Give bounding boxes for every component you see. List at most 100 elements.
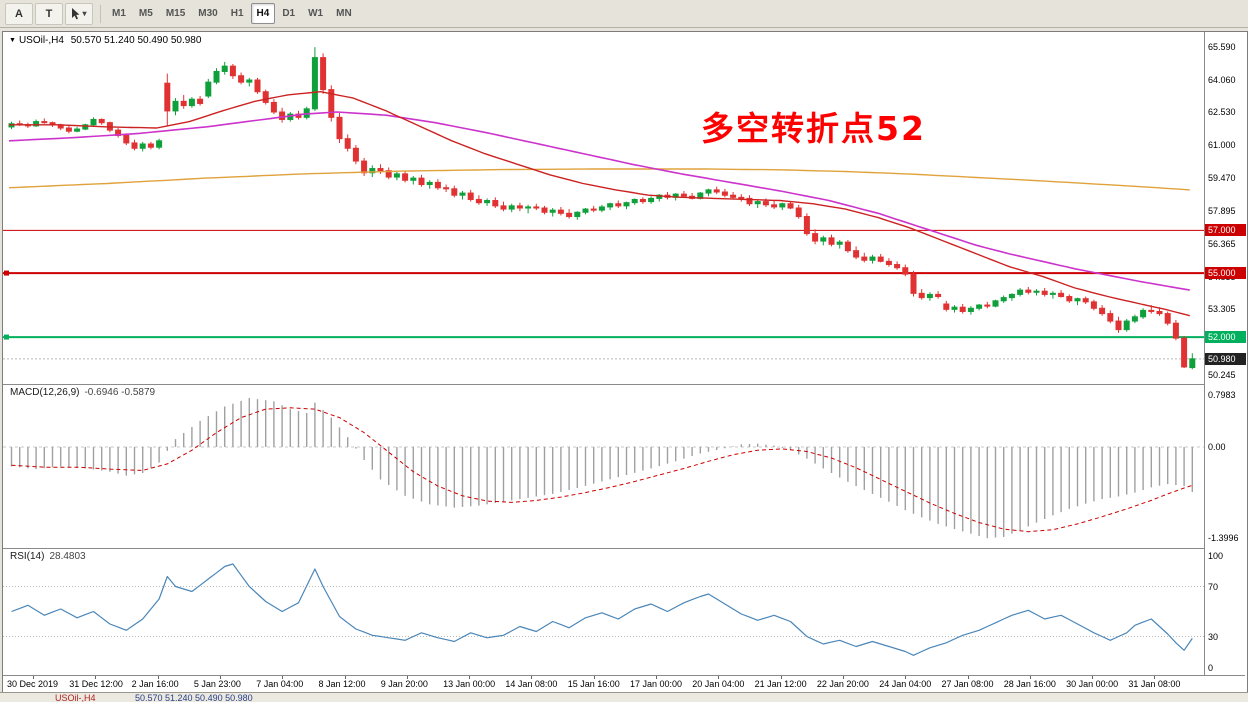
timeframe-button-m15[interactable]: M15 [165, 8, 186, 19]
macd-axis-label: -1.3996 [1208, 533, 1239, 544]
macd-chart-canvas[interactable] [3, 385, 1204, 548]
font-tool-button[interactable]: A [5, 2, 33, 25]
ma-fast-red [9, 91, 1190, 317]
time-axis-tick [95, 676, 97, 679]
time-axis-tick [780, 676, 782, 679]
timeframe-button-w1[interactable]: W1 [308, 8, 324, 19]
rsi-axis-label: 70 [1208, 581, 1219, 592]
price-axis-label: 50.245 [1208, 369, 1236, 380]
price-axis-label: 59.470 [1208, 172, 1236, 183]
time-axis[interactable]: 30 Dec 2019 31 Dec 12:00 2 Jan 16:00 5 Jan … [3, 675, 1245, 691]
hline-price-tag: 55.000 [1205, 267, 1246, 280]
price-axis-label: 53.305 [1208, 304, 1236, 315]
macd-signal-line [11, 407, 1193, 533]
time-axis-label: 13 Jan 00:00 [443, 679, 496, 689]
bottom-bar-clipped: USOil-,H4 50.570 51.240 50.490 50.980 [0, 692, 1248, 702]
price-chart-canvas[interactable] [3, 32, 1204, 384]
time-axis-label: 17 Jan 00:00 [630, 679, 683, 689]
rsi-axis-label: 100 [1208, 551, 1224, 561]
title-collapse-icon[interactable]: ▼ [9, 37, 16, 44]
price-pane[interactable]: ▼ USOil-,H4 50.570 51.240 50.490 50.980 多… [3, 32, 1204, 384]
time-axis-label: 28 Jan 16:00 [1003, 679, 1056, 689]
timeframe-button-h4[interactable]: H4 [250, 3, 276, 24]
rsi-label: RSI(14) 28.4803 [10, 551, 86, 562]
line-handle[interactable] [4, 334, 9, 340]
time-axis-tick [593, 676, 595, 679]
macd-axis-label: 0.7983 [1208, 389, 1236, 400]
symbol-period-label: USOil-,H4 [18, 35, 64, 46]
pointer-icon [71, 7, 80, 20]
time-axis-label: 14 Jan 08:00 [505, 679, 558, 689]
rsi-line [11, 563, 1193, 656]
chart-window: ▼ USOil-,H4 50.570 51.240 50.490 50.980 多… [2, 31, 1248, 693]
text-label-tool-button[interactable]: T [35, 2, 63, 25]
hline-price-tag: 52.000 [1205, 331, 1246, 344]
time-axis-tick [967, 676, 969, 679]
candlesticks [8, 47, 1196, 370]
time-axis-tick [344, 676, 346, 679]
time-axis-label: 30 Jan 00:00 [1066, 679, 1119, 689]
time-axis-tick [469, 676, 471, 679]
time-axis-tick [406, 676, 408, 679]
time-axis-label: 5 Jan 23:00 [193, 679, 241, 689]
chart-title: ▼ USOil-,H4 50.570 51.240 50.490 50.980 [9, 35, 201, 46]
price-axis-label: 56.365 [1208, 238, 1236, 249]
time-axis-label: 27 Jan 08:00 [941, 679, 994, 689]
price-axis-label: 57.895 [1208, 206, 1236, 217]
time-axis-tick [905, 676, 907, 679]
price-axis-label: 64.060 [1208, 74, 1236, 85]
chevron-down-icon: ▾ [82, 9, 87, 18]
time-axis-label: 15 Jan 16:00 [567, 679, 620, 689]
rsi-pane[interactable]: RSI(14) 28.4803 [3, 548, 1204, 675]
time-axis-label: 31 Dec 12:00 [69, 679, 123, 689]
cursor-tool-dropdown[interactable]: ▾ [65, 2, 93, 25]
macd-values: -0.6946 -0.5879 [84, 387, 156, 398]
annotation-text[interactable]: 多空转折点52 [701, 109, 926, 148]
rsi-value: 28.4803 [49, 551, 86, 562]
timeframe-button-m1[interactable]: M1 [112, 8, 126, 19]
time-axis-tick [1092, 676, 1094, 679]
rsi-axis-label: 0 [1208, 663, 1214, 673]
time-axis-label: 20 Jan 04:00 [692, 679, 745, 689]
price-axis[interactable]: 65.590 64.060 62.530 61.000 59.470 57.895 56.3… [1204, 32, 1246, 675]
time-axis-label: 31 Jan 08:00 [1128, 679, 1181, 689]
title-ohlc-values: 50.570 51.240 50.490 50.980 [70, 35, 202, 46]
time-axis-tick [282, 676, 284, 679]
time-axis-tick [718, 676, 720, 679]
timeframe-button-m30[interactable]: M30 [198, 8, 218, 19]
hline-price-tag: 57.000 [1205, 224, 1246, 237]
price-axis-label: 62.530 [1208, 107, 1236, 118]
time-axis-label: 24 Jan 04:00 [879, 679, 932, 689]
line-handle[interactable] [4, 270, 9, 276]
timeframe-button-mn[interactable]: MN [336, 8, 352, 19]
timeframe-button-h1[interactable]: H1 [230, 8, 244, 19]
price-axis-label: 65.590 [1208, 42, 1236, 53]
time-axis-label: 21 Jan 12:00 [754, 679, 807, 689]
time-axis-label: 7 Jan 04:00 [256, 679, 304, 689]
time-axis-label: 22 Jan 20:00 [816, 679, 869, 689]
current-price-tag: 50.980 [1205, 352, 1246, 365]
macd-histogram [10, 398, 1194, 539]
timeframe-toolbar: M1 M5 M15 M30 H1 H4 D1 W1 MN [106, 3, 359, 24]
toolbar: A T ▾ M1 M5 M15 M30 H1 H4 D1 W1 MN [0, 0, 1248, 28]
time-axis-tick [842, 676, 844, 679]
bottom-bar-symbol-fragment: USOil-,H4 [55, 693, 96, 702]
bottom-bar-values-fragment: 50.570 51.240 50.490 50.980 [135, 693, 253, 702]
time-axis-label: 8 Jan 12:00 [318, 679, 366, 689]
rsi-chart-canvas[interactable] [3, 549, 1204, 675]
time-axis-tick [1029, 676, 1031, 679]
rsi-axis-label: 30 [1208, 631, 1219, 642]
price-axis-label: 61.000 [1208, 140, 1236, 151]
ma-slow-orange [8, 168, 1190, 191]
macd-pane[interactable]: MACD(12,26,9) -0.6946 -0.5879 [3, 384, 1204, 548]
time-axis-label: 2 Jan 16:00 [131, 679, 179, 689]
time-axis-tick [656, 676, 657, 679]
macd-axis-label: 0.00 [1208, 441, 1226, 452]
time-axis-label: 9 Jan 20:00 [380, 679, 428, 689]
time-axis-tick [219, 676, 221, 679]
timeframe-button-d1[interactable]: D1 [282, 8, 296, 19]
time-axis-tick [1154, 676, 1156, 679]
toolbar-separator [100, 4, 101, 23]
timeframe-button-m5[interactable]: M5 [138, 8, 153, 19]
